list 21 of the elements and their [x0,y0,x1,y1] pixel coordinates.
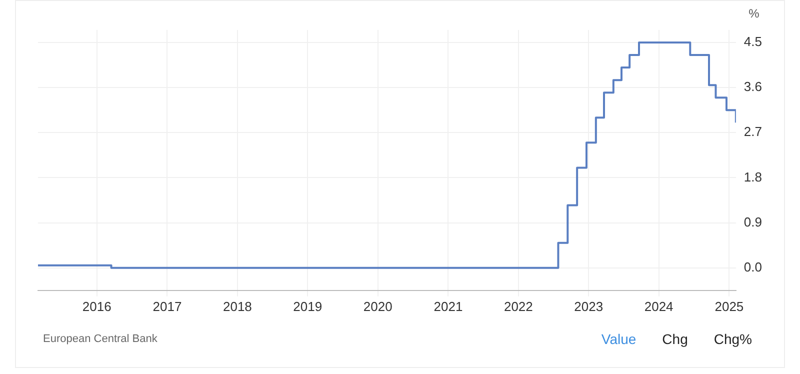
y-tick-label: 1.8 [744,169,762,184]
text: Value [601,331,636,347]
text: European Central Bank [43,333,158,345]
y-tick-label: 0.9 [744,214,762,230]
y-tick-label: 0.0 [744,259,762,274]
x-tick-label: 2022 [504,298,533,314]
x-tick-label: 2018 [222,298,252,314]
x-tick-label: 2017 [152,298,182,314]
x-tick-label: 2016 [82,298,112,314]
x-tick-label: 2023 [574,298,604,314]
x-tick-label: 2019 [293,298,322,314]
y-tick-label: 2.7 [744,124,762,140]
y-tick-label: 3.6 [744,79,762,94]
x-tick-label: 2020 [363,298,392,314]
x-tick-label: 2021 [434,298,463,314]
text: Chg% [714,331,752,347]
y-tick-label: 4.5 [744,34,762,50]
y-axis-title: % [748,6,760,20]
text: Chg [662,331,688,347]
x-tick-label: 2025 [714,298,744,314]
x-tick-label: 2024 [644,298,674,314]
